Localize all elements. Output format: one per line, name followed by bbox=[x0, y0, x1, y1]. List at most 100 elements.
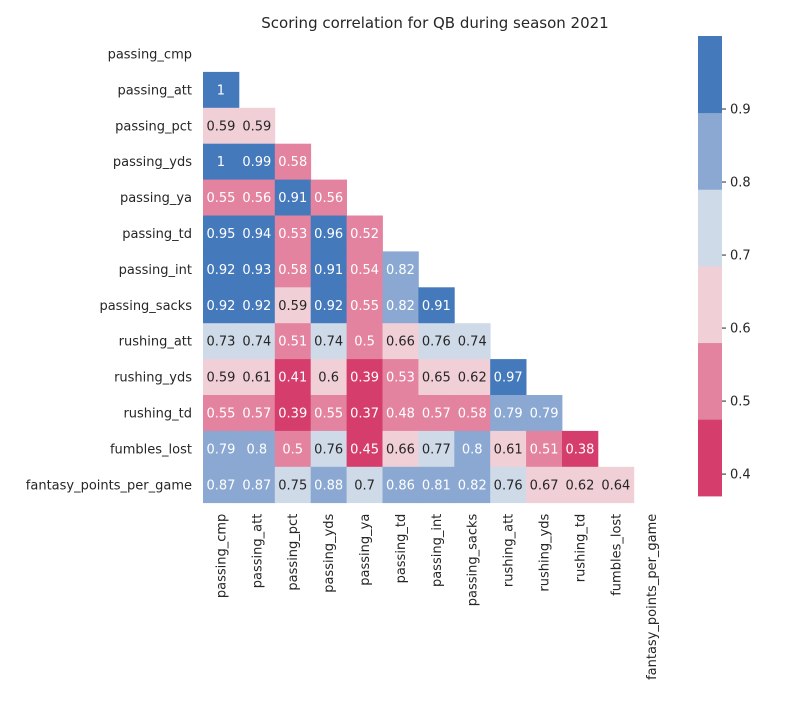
column-tick-label: passing_ya bbox=[358, 514, 373, 586]
heatmap-cell bbox=[238, 323, 276, 360]
colorbar-tick-label: 0.5 bbox=[730, 395, 751, 410]
cell-value-label: 0.64 bbox=[601, 478, 630, 493]
heatmap-cell bbox=[562, 466, 599, 504]
cell-value-label: 0.7 bbox=[354, 478, 375, 493]
colorbar-tick-label: 0.7 bbox=[730, 249, 751, 264]
heatmap-cell bbox=[454, 466, 491, 504]
heatmap-cell bbox=[382, 359, 419, 396]
heatmap-cells: 1 0.59 0.59 1 0.99 0.58 0.55 0.56 0.91 0.56 0.95 0.… bbox=[203, 71, 635, 504]
heatmap-cell bbox=[346, 251, 383, 288]
cell-value-label: 0.79 bbox=[494, 406, 523, 421]
heatmap-cell bbox=[310, 287, 347, 324]
heatmap-cell bbox=[203, 395, 240, 432]
heatmap-cell bbox=[203, 143, 240, 180]
heatmap-cell bbox=[203, 466, 240, 504]
heatmap-cell bbox=[238, 143, 276, 180]
cell-value-label: 0.53 bbox=[278, 227, 307, 242]
cell-value-label: 0.92 bbox=[242, 299, 271, 314]
cell-value-label: 0.92 bbox=[206, 299, 235, 314]
heatmap-cell bbox=[203, 215, 240, 252]
heatmap-cell bbox=[346, 359, 383, 396]
column-tick-label: passing_int bbox=[430, 514, 445, 587]
heatmap-cell bbox=[346, 430, 383, 468]
heatmap-cell bbox=[454, 430, 491, 468]
heatmap-cell bbox=[238, 215, 276, 252]
colorbar-segment bbox=[698, 189, 722, 267]
heatmap-cell bbox=[382, 287, 419, 324]
colorbar-tick-label: 0.8 bbox=[730, 176, 751, 191]
colorbar: 0.4 0.5 0.6 0.7 0.8 0.9 bbox=[698, 36, 751, 497]
cell-value-label: 0.82 bbox=[386, 263, 415, 278]
heatmap-cell bbox=[274, 215, 312, 252]
heatmap-cell bbox=[346, 287, 383, 324]
heatmap-cell bbox=[310, 251, 347, 288]
cell-value-label: 0.82 bbox=[386, 299, 415, 314]
cell-value-label: 1 bbox=[217, 155, 225, 170]
heatmap-cell bbox=[597, 466, 635, 504]
cell-value-label: 0.99 bbox=[242, 155, 271, 170]
cell-value-label: 0.82 bbox=[458, 478, 487, 493]
cell-value-label: 0.59 bbox=[206, 371, 235, 386]
cell-value-label: 0.76 bbox=[314, 442, 343, 457]
heatmap-cell bbox=[490, 395, 527, 432]
cell-value-label: 0.55 bbox=[206, 406, 235, 421]
cell-value-label: 0.37 bbox=[350, 406, 379, 421]
heatmap-cell bbox=[418, 359, 455, 396]
cell-value-label: 0.51 bbox=[278, 335, 307, 350]
cell-value-label: 0.52 bbox=[350, 227, 379, 242]
heatmap-cell bbox=[310, 395, 347, 432]
cell-value-label: 0.87 bbox=[206, 478, 235, 493]
cell-value-label: 0.55 bbox=[206, 191, 235, 206]
heatmap-cell bbox=[238, 287, 276, 324]
heatmap-cell bbox=[274, 359, 312, 396]
colorbar-segment bbox=[698, 36, 722, 114]
row-tick-label: rushing_yds bbox=[114, 371, 192, 386]
cell-value-label: 0.67 bbox=[530, 478, 559, 493]
cell-value-label: 0.45 bbox=[350, 442, 379, 457]
colorbar-tick-label: 0.9 bbox=[730, 103, 751, 118]
cell-value-label: 0.79 bbox=[530, 406, 559, 421]
heatmap-cell bbox=[382, 466, 419, 504]
cell-value-label: 0.62 bbox=[458, 371, 487, 386]
row-tick-label: passing_cmp bbox=[108, 47, 192, 62]
heatmap-cell bbox=[526, 395, 563, 432]
cell-value-label: 0.91 bbox=[314, 263, 343, 278]
heatmap-cell bbox=[203, 287, 240, 324]
cell-value-label: 0.57 bbox=[242, 406, 271, 421]
cell-value-label: 0.59 bbox=[278, 299, 307, 314]
column-tick-label: rushing_att bbox=[502, 514, 517, 587]
cell-value-label: 0.96 bbox=[314, 227, 343, 242]
colorbar-tick-label: 0.4 bbox=[730, 468, 751, 483]
heatmap-cell bbox=[310, 466, 347, 504]
cell-value-label: 0.76 bbox=[494, 478, 523, 493]
column-tick-label: fantasy_points_per_game bbox=[645, 514, 660, 680]
heatmap-cell bbox=[310, 359, 347, 396]
cell-value-label: 0.77 bbox=[422, 442, 451, 457]
column-tick-label: passing_cmp bbox=[214, 514, 229, 598]
heatmap-cell bbox=[238, 251, 276, 288]
cell-value-label: 0.74 bbox=[314, 335, 343, 350]
cell-value-label: 0.91 bbox=[422, 299, 451, 314]
cell-value-label: 0.57 bbox=[422, 406, 451, 421]
cell-value-label: 0.62 bbox=[565, 478, 594, 493]
heatmap-cell bbox=[310, 323, 347, 360]
heatmap-cell bbox=[490, 359, 527, 396]
column-tick-label: passing_att bbox=[250, 514, 265, 589]
cell-value-label: 0.92 bbox=[206, 263, 235, 278]
cell-value-label: 0.66 bbox=[386, 442, 415, 457]
heatmap-cell bbox=[454, 323, 491, 360]
heatmap-cell bbox=[238, 107, 276, 145]
heatmap-cell bbox=[203, 430, 240, 468]
heatmap-cell bbox=[382, 251, 419, 288]
row-tick-label: passing_pct bbox=[115, 119, 192, 134]
heatmap-cell bbox=[382, 395, 419, 432]
heatmap-cell bbox=[274, 466, 312, 504]
cell-value-label: 0.61 bbox=[242, 371, 271, 386]
column-tick-label: passing_pct bbox=[286, 514, 301, 591]
heatmap-cell bbox=[418, 287, 455, 324]
heatmap-cell bbox=[238, 179, 276, 216]
row-tick-label: fumbles_lost bbox=[110, 442, 192, 457]
row-tick-label: passing_ya bbox=[120, 191, 192, 206]
